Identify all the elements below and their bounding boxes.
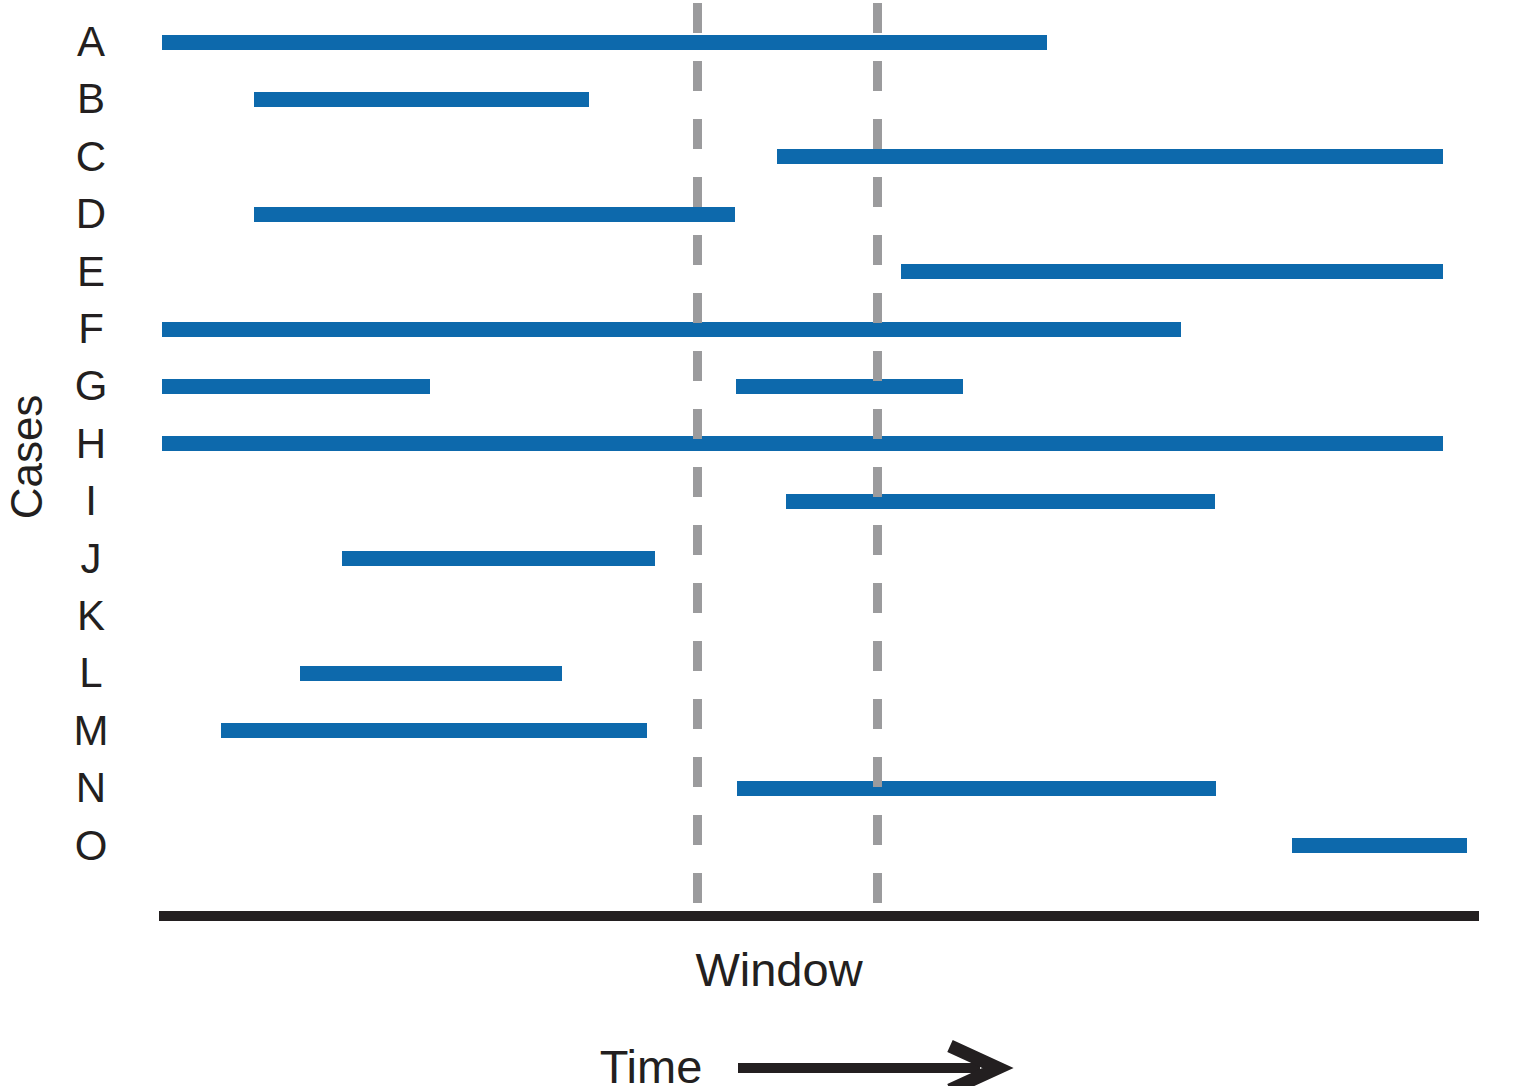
case-bar-M xyxy=(221,723,647,738)
case-label-J: J xyxy=(46,531,136,587)
window-line-end xyxy=(873,3,882,911)
case-label-D: D xyxy=(46,186,136,242)
case-bar-O xyxy=(1292,838,1468,853)
case-label-I: I xyxy=(46,473,136,529)
case-label-B: B xyxy=(46,71,136,127)
case-bar-J xyxy=(342,551,655,566)
time-arrow-icon xyxy=(728,1034,1028,1086)
case-label-C: C xyxy=(46,129,136,185)
case-label-N: N xyxy=(46,760,136,816)
case-bar-I xyxy=(786,494,1215,509)
case-bar-E xyxy=(901,264,1444,279)
case-label-L: L xyxy=(46,645,136,701)
case-label-K: K xyxy=(46,588,136,644)
case-label-F: F xyxy=(46,301,136,357)
window-line-start xyxy=(693,3,702,911)
case-bar-G-2 xyxy=(736,379,963,394)
case-bar-F xyxy=(162,322,1181,337)
case-bar-A xyxy=(162,35,1048,50)
case-bar-B xyxy=(254,92,589,107)
case-bar-G xyxy=(162,379,430,394)
case-bar-D xyxy=(254,207,734,222)
case-label-G: G xyxy=(46,358,136,414)
x-axis-label: Time xyxy=(600,1039,703,1086)
case-label-O: O xyxy=(46,818,136,874)
gantt-chart: Cases Window Time ABCDEFGHIJKLMNO xyxy=(0,0,1530,1086)
case-bar-L xyxy=(300,666,561,681)
case-label-A: A xyxy=(46,14,136,70)
case-bar-H xyxy=(162,436,1444,451)
case-label-E: E xyxy=(46,244,136,300)
case-bar-N xyxy=(737,781,1216,796)
y-axis-label: Cases xyxy=(2,395,52,520)
case-label-H: H xyxy=(46,416,136,472)
window-label: Window xyxy=(695,942,862,997)
time-axis-line xyxy=(159,911,1479,921)
case-label-M: M xyxy=(46,703,136,759)
